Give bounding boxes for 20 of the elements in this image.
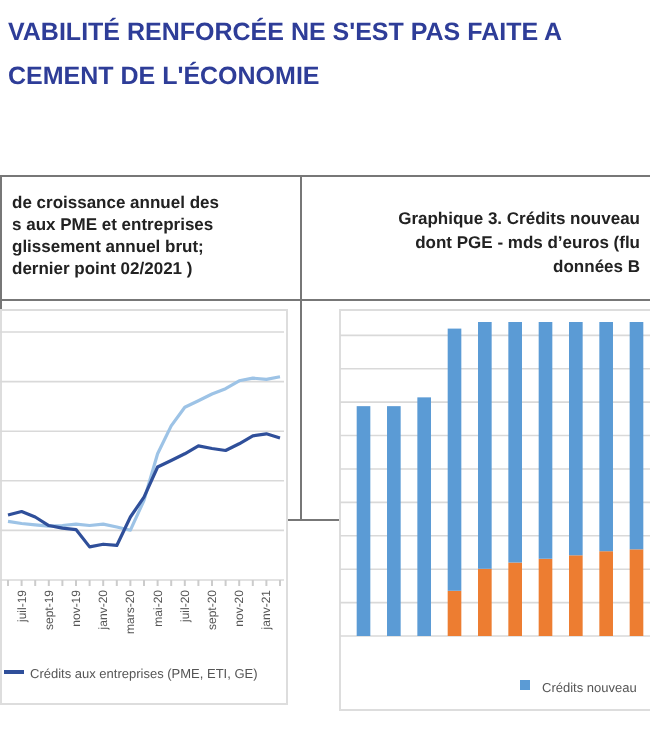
bar <box>447 328 462 591</box>
bar <box>508 562 522 636</box>
bar <box>629 549 644 636</box>
bar <box>599 322 613 552</box>
bar <box>447 590 462 636</box>
text: VABILITÉ RENFORCÉE NE S'EST PAS FAITE A CEMENT DE L'ÉCONOMIE <box>8 16 563 90</box>
bar <box>599 551 613 636</box>
bar <box>569 555 583 636</box>
bar <box>538 558 553 636</box>
bar <box>387 406 401 636</box>
bar <box>356 406 371 636</box>
chart-title: de croissance annuel des s aux PME et entreprises glissement annuel brut; dernier point 02/2021 ) <box>12 192 220 278</box>
bar <box>478 322 492 569</box>
chart-title: Graphique 3. Crédits nouveau dont PGE - mds d’euros (flu données B <box>398 208 640 276</box>
bar <box>629 322 644 550</box>
bar <box>569 322 583 556</box>
bar <box>508 322 522 563</box>
bar <box>478 568 492 636</box>
bar <box>538 322 553 559</box>
bar <box>417 397 431 636</box>
